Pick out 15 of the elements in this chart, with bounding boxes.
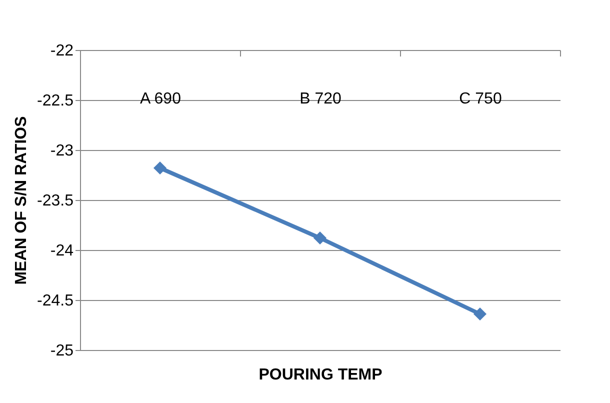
point bbox=[313, 231, 327, 245]
point bbox=[153, 161, 167, 175]
y-tick-label: -25 bbox=[50, 342, 74, 360]
y-tick-label: -23.5 bbox=[37, 192, 74, 210]
y-tick-label: -22 bbox=[50, 42, 74, 60]
y-tick-label: -24.5 bbox=[37, 292, 74, 310]
x-tick-label: C 750 bbox=[459, 90, 502, 108]
point bbox=[473, 307, 487, 321]
x-axis-title: POURING TEMP bbox=[258, 366, 383, 384]
x-tick-label: B 720 bbox=[300, 90, 342, 108]
y-axis-title: MEAN OF S/N RATIOS bbox=[13, 116, 30, 285]
y-tick-label: -23 bbox=[50, 142, 74, 160]
x-tick-label: A 690 bbox=[140, 90, 182, 108]
y-tick-label: -22.5 bbox=[37, 92, 74, 110]
y-tick-label: -24 bbox=[50, 242, 74, 260]
